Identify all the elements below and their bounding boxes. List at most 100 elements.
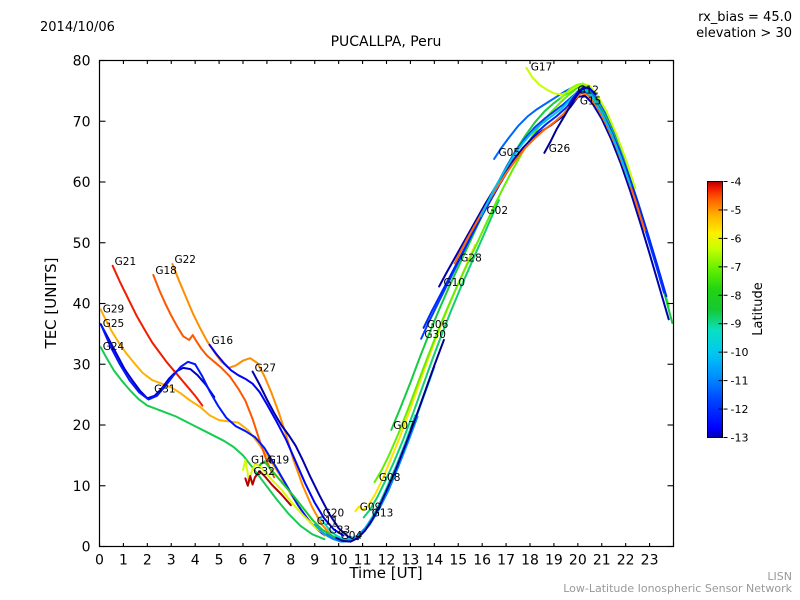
satellite-label-G04: G04 [341, 530, 363, 542]
trace-G18 [152, 273, 276, 479]
rx-bias-note: rx_bias = 45.0 [698, 10, 792, 25]
x-tick-label: 21 [593, 553, 611, 569]
satellite-label-G30: G30 [424, 329, 446, 341]
x-tick-label: 15 [449, 553, 467, 569]
colorbar-tick-label: -10 [731, 346, 749, 359]
colorbar-tick-label: -12 [731, 403, 749, 416]
trace-G14 [242, 459, 328, 537]
watermark-full-name: Low-Latitude Ionospheric Sensor Network [563, 582, 792, 595]
y-tick-label: 0 [82, 540, 91, 556]
trace-G32 [244, 470, 292, 507]
colorbar-tick-label: -11 [731, 375, 749, 388]
satellite-label-G07: G07 [393, 420, 415, 432]
trace-G13 [362, 199, 500, 519]
x-tick-label: 7 [262, 553, 271, 569]
satellite-label-G19: G19 [268, 455, 290, 467]
x-tick-label: 20 [569, 553, 587, 569]
y-tick-label: 80 [73, 54, 91, 70]
colorbar-tick-label: -13 [731, 432, 749, 445]
satellite-label-G27: G27 [255, 362, 276, 374]
x-tick-label: 14 [425, 553, 443, 569]
x-tick-label: 23 [641, 553, 659, 569]
trace-G31 [100, 325, 335, 541]
satellite-label-G23: G23 [329, 524, 351, 536]
x-tick-label: 4 [191, 553, 200, 569]
x-tick-label: 13 [402, 553, 420, 569]
colorbar-tick-label: -8 [731, 289, 742, 302]
satellite-label-G10: G10 [444, 277, 466, 289]
x-tick-label: 19 [545, 553, 563, 569]
trace-G15 [567, 86, 597, 107]
satellite-label-G20: G20 [323, 507, 345, 519]
y-axis-title: TEC [UNITS] [42, 258, 60, 350]
satellite-label-G18: G18 [155, 265, 177, 277]
x-tick-label: 22 [617, 553, 635, 569]
trace-G02 [479, 88, 632, 218]
trace-G04 [335, 338, 445, 543]
satellite-label-G05: G05 [499, 147, 521, 159]
colorbar-tick-label: -6 [731, 232, 742, 245]
plot-frame [98, 59, 675, 548]
colorbar-ticks-group: -4 -5 -6 -7 -8 -9 -10 -11 -12 -13 [718, 176, 749, 445]
trace-G16 [208, 343, 345, 537]
y-tick-label: 40 [73, 297, 91, 313]
trace-G12 [560, 82, 590, 100]
satellite-label-G08: G08 [379, 472, 401, 484]
satellite-label-G13: G13 [372, 507, 394, 519]
satellite-label-G16: G16 [212, 335, 234, 347]
satellite-label-G29: G29 [103, 303, 125, 315]
satellite-label-G25: G25 [103, 318, 125, 330]
x-tick-label: 17 [497, 553, 515, 569]
satellite-label-G06: G06 [427, 319, 449, 331]
colorbar-gradient [707, 181, 723, 438]
colorbar-title: Latitude [751, 282, 766, 336]
trace-G06 [422, 89, 668, 329]
watermark-acronym: LISN [767, 570, 792, 583]
y-tick-label: 70 [73, 114, 91, 130]
satellite-label-G12: G12 [577, 85, 599, 97]
date-label: 2014/10/06 [40, 20, 115, 35]
x-tick-label: 11 [354, 553, 372, 569]
elevation-note: elevation > 30 [696, 26, 792, 41]
x-tick-label: 16 [473, 553, 491, 569]
x-tick-label: 0 [95, 553, 104, 569]
x-tick-label: 2 [143, 553, 152, 569]
page-title: PUCALLPA, Peru [331, 34, 442, 50]
satellite-labels-group: G29G25G24G21G18G22G31G16G27G14G19G32G20G… [103, 62, 602, 542]
satellite-label-G11: G11 [317, 515, 339, 527]
x-tick-label: 10 [330, 553, 348, 569]
data-traces-group [99, 66, 674, 543]
satellite-label-G22: G22 [174, 254, 196, 266]
satellite-label-G21: G21 [115, 256, 137, 268]
satellite-label-G32: G32 [253, 466, 275, 478]
trace-G25 [99, 323, 216, 400]
colorbar-tick-label: -5 [731, 204, 742, 217]
y-tick-label: 50 [73, 236, 91, 252]
colorbar-tick-label: -4 [731, 176, 742, 189]
y-tick-label: 60 [73, 175, 91, 191]
satellite-label-G28: G28 [460, 252, 482, 264]
satellite-label-G24: G24 [103, 341, 125, 353]
y-tick-label: 10 [73, 479, 91, 495]
trace-G22 [171, 263, 333, 537]
satellite-label-G15: G15 [580, 96, 602, 108]
satellite-label-G09: G09 [360, 501, 382, 513]
trace-G19 [258, 460, 345, 541]
x-tick-label: 6 [239, 553, 248, 569]
trace-G24 [99, 346, 326, 541]
x-tick-label: 5 [215, 553, 224, 569]
satellite-label-G02: G02 [487, 205, 509, 217]
y-tick-label: 30 [73, 357, 91, 373]
x-tick-label: 8 [286, 553, 295, 569]
axis-tick-labels-group: 0 1 2 3 4 5 6 7 8 9 10 11 12 13 14 15 16 17 18 19 20 21 22 2301… [73, 54, 659, 569]
satellite-label-G31: G31 [154, 384, 176, 396]
x-tick-label: 9 [310, 553, 319, 569]
colorbar-tick-label: -7 [731, 261, 742, 274]
y-tick-label: 20 [73, 418, 91, 434]
satellite-label-G14: G14 [251, 455, 273, 467]
x-tick-label: 1 [119, 553, 128, 569]
trace-G17 [525, 66, 637, 190]
x-axis-title: Time [UT] [348, 564, 422, 582]
trace-G21 [111, 264, 204, 407]
